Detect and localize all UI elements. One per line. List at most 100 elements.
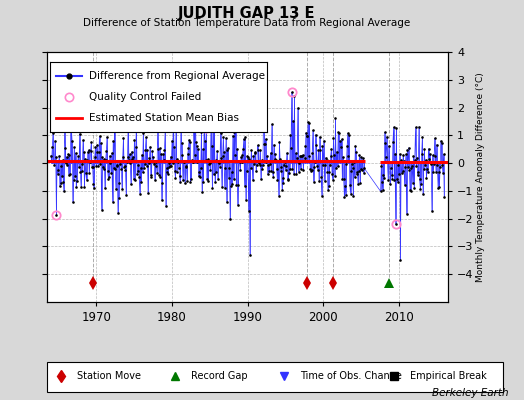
Point	[111, 166, 119, 172]
Point	[418, 134, 427, 140]
Point	[176, 179, 184, 186]
Point	[217, 154, 225, 161]
Point	[245, 156, 254, 163]
Point	[71, 150, 80, 156]
Point	[158, 197, 166, 203]
Point	[171, 174, 180, 181]
Point	[279, 174, 287, 181]
Point	[197, 129, 205, 135]
Point	[260, 140, 268, 147]
Point	[387, 172, 396, 178]
Point	[126, 160, 135, 166]
Point	[202, 125, 211, 132]
Point	[143, 162, 151, 169]
Point	[281, 159, 289, 166]
Point	[274, 158, 282, 164]
Point	[120, 164, 128, 170]
Point	[158, 179, 167, 186]
Point	[114, 210, 122, 216]
Point	[154, 146, 162, 152]
Point	[162, 165, 171, 171]
Point	[232, 182, 241, 188]
Point	[337, 136, 346, 143]
Point	[138, 169, 147, 176]
Point	[218, 184, 226, 190]
Point	[105, 174, 113, 180]
Point	[69, 177, 78, 183]
Point	[102, 148, 111, 155]
Point	[409, 153, 418, 160]
Point	[190, 105, 198, 112]
Point	[155, 171, 163, 178]
Point	[394, 179, 402, 185]
Point	[99, 164, 107, 170]
Point	[313, 162, 321, 169]
Point	[113, 162, 121, 168]
Point	[292, 150, 300, 156]
Point	[358, 166, 366, 173]
Point	[326, 162, 334, 169]
Point	[333, 163, 342, 170]
Point	[326, 152, 335, 159]
Point	[271, 156, 279, 163]
Point	[65, 152, 73, 158]
Point	[167, 163, 176, 170]
Point	[255, 160, 263, 166]
Point	[133, 171, 141, 177]
Point	[70, 144, 79, 151]
Point	[90, 185, 98, 191]
Point	[222, 135, 230, 141]
Point	[412, 163, 420, 170]
Point	[320, 178, 329, 184]
Point	[302, 130, 310, 136]
Point	[313, 167, 322, 173]
Point	[203, 156, 212, 163]
Point	[310, 164, 319, 170]
Point	[144, 190, 152, 197]
Point	[109, 138, 117, 145]
Point	[82, 170, 90, 177]
Point	[434, 168, 443, 175]
Point	[163, 171, 172, 177]
Point	[85, 170, 93, 176]
Point	[221, 184, 229, 191]
Point	[262, 159, 270, 166]
Point	[227, 182, 235, 189]
Point	[56, 179, 64, 186]
Point	[89, 181, 97, 188]
Point	[227, 169, 236, 175]
Point	[309, 178, 318, 185]
Point	[439, 151, 447, 157]
Point	[267, 168, 276, 174]
Point	[391, 221, 400, 228]
Point	[242, 197, 250, 203]
Point	[270, 142, 278, 148]
Text: Difference of Station Temperature Data from Regional Average: Difference of Station Temperature Data f…	[83, 18, 410, 28]
Point	[113, 163, 122, 169]
Point	[309, 127, 317, 134]
Point	[318, 143, 326, 150]
Point	[118, 154, 127, 160]
Point	[132, 144, 140, 150]
Point	[346, 190, 355, 197]
Point	[272, 157, 280, 164]
Point	[314, 147, 323, 154]
Point	[57, 163, 66, 170]
Point	[392, 125, 400, 131]
Point	[427, 160, 435, 167]
Point	[194, 173, 203, 180]
Point	[429, 152, 437, 159]
Point	[319, 162, 328, 168]
Point	[172, 112, 180, 118]
Point	[234, 202, 242, 208]
Point	[117, 166, 126, 172]
Point	[256, 146, 265, 153]
Point	[419, 191, 427, 198]
Point	[216, 130, 225, 136]
Point	[411, 124, 420, 131]
Point	[134, 162, 143, 168]
Text: JUDITH GAP 13 E: JUDITH GAP 13 E	[178, 6, 315, 21]
Point	[199, 178, 208, 185]
Point	[433, 162, 442, 169]
Point	[207, 121, 215, 128]
